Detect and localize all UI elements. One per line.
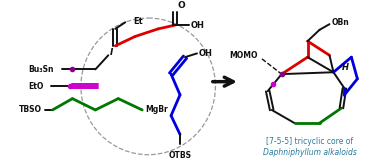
Text: MgBr: MgBr (145, 105, 168, 114)
Text: OTBS: OTBS (169, 151, 192, 160)
Text: EtO: EtO (29, 82, 44, 91)
Text: MOMO: MOMO (229, 51, 258, 60)
Text: Et: Et (133, 17, 143, 26)
Text: H: H (341, 63, 349, 72)
Text: TBSO: TBSO (19, 105, 42, 114)
Text: OH: OH (199, 49, 213, 58)
Text: I: I (110, 48, 114, 57)
Text: Daphniphyllum alkaloids: Daphniphyllum alkaloids (263, 148, 356, 157)
Text: OBn: OBn (332, 18, 349, 27)
Text: OH: OH (191, 21, 205, 30)
Text: O: O (177, 1, 185, 10)
Text: Bu₃Sn: Bu₃Sn (29, 65, 54, 74)
Text: [7-5-5] tricyclic core of: [7-5-5] tricyclic core of (266, 137, 353, 147)
